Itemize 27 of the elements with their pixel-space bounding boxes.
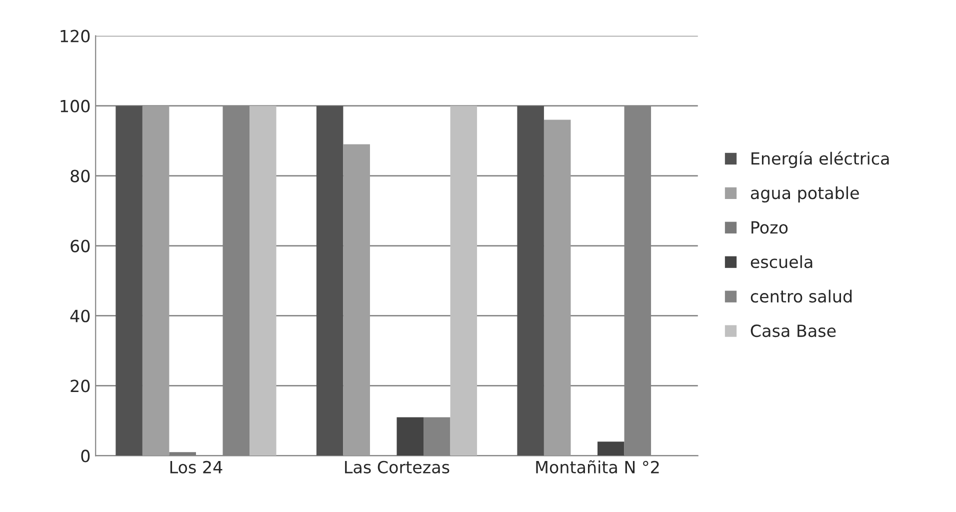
- x-tick-label: Los 24: [170, 460, 222, 474]
- y-tick-label: 0: [81, 450, 90, 462]
- bar: [544, 120, 571, 456]
- bar: [396, 417, 424, 456]
- y-tick-label: 120: [60, 30, 90, 42]
- bar: [316, 106, 344, 456]
- bar: [116, 106, 142, 456]
- legend-label: centro salud: [750, 290, 852, 303]
- legend-label: Energía eléctrica: [752, 151, 889, 168]
- legend-label: escuela: [750, 255, 812, 268]
- bar: [517, 106, 544, 456]
- bar: [250, 106, 276, 456]
- bar: [343, 144, 370, 456]
- y-tick-label: 20: [70, 380, 90, 392]
- bar: [169, 452, 196, 456]
- x-tick-label: Montañita N °2: [536, 460, 659, 474]
- y-tick-label: 100: [60, 100, 90, 112]
- bar: [598, 442, 624, 456]
- bar: [450, 106, 478, 456]
- y-tick-label: 40: [70, 310, 90, 322]
- x-tick-label: Las Cortezas: [345, 460, 450, 474]
- y-tick-label: 80: [70, 170, 90, 182]
- bar: [142, 106, 170, 456]
- legend-label: Pozo: [752, 221, 788, 234]
- legend-label: Casa Base: [750, 324, 836, 338]
- legend-label: agua potable: [750, 186, 859, 202]
- y-tick-label: 60: [70, 240, 90, 252]
